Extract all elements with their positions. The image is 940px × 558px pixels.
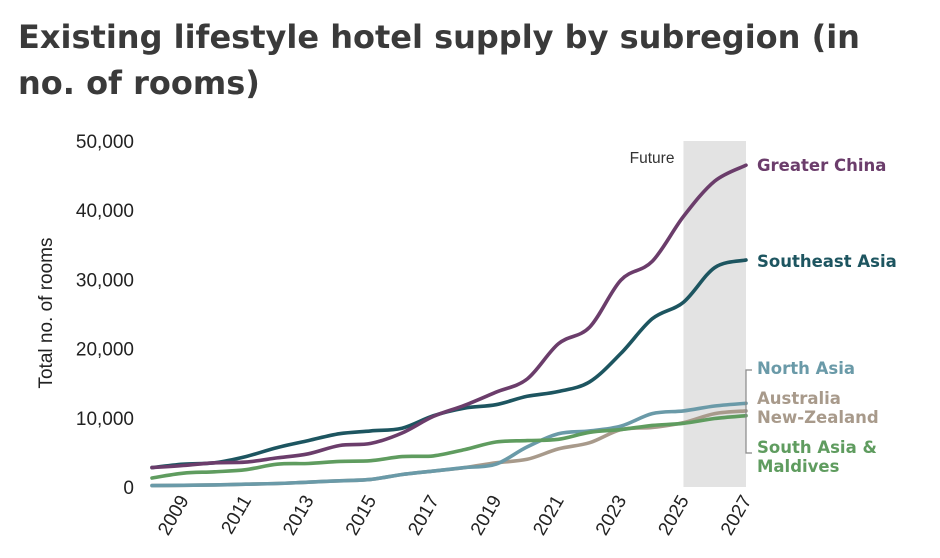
x-axis-ticks: 2009 2011 2013 2015 2017 2019 2021 2023 2025 2027 bbox=[154, 492, 756, 539]
label-south-asia-line1: South Asia & bbox=[757, 438, 877, 457]
x-tick-label: 2009 bbox=[154, 492, 193, 539]
series-line-southeast-asia bbox=[150, 258, 748, 470]
label-australia-line1: Australia bbox=[757, 389, 841, 408]
y-tick-label: 10,000 bbox=[76, 409, 134, 430]
future-label: Future bbox=[630, 150, 675, 167]
y-tick-label: 20,000 bbox=[76, 340, 134, 361]
label-australia-line2: New-Zealand bbox=[757, 408, 879, 427]
label-north-asia: North Asia bbox=[757, 359, 855, 378]
x-tick-label: 2013 bbox=[279, 492, 318, 539]
future-shading bbox=[683, 141, 746, 487]
x-tick-label: 2025 bbox=[654, 492, 693, 539]
label-bracket bbox=[745, 369, 752, 454]
label-greater-china: Greater China bbox=[757, 156, 886, 175]
series-line-australia-new-zealand bbox=[150, 409, 748, 488]
series-line-greater-china bbox=[150, 163, 748, 470]
y-axis-ticks: 0 10,000 20,000 30,000 40,000 50,000 bbox=[76, 132, 134, 499]
x-tick-label: 2021 bbox=[529, 492, 568, 539]
x-tick-label: 2027 bbox=[717, 492, 756, 539]
chart-title: Existing lifestyle hotel supply by subre… bbox=[18, 18, 860, 102]
x-tick-label: 2011 bbox=[218, 492, 257, 538]
series-lines bbox=[150, 163, 748, 488]
series-line-south-asia-maldives bbox=[150, 413, 748, 480]
label-south-asia-line2: Maldives bbox=[757, 457, 840, 476]
x-tick-label: 2015 bbox=[342, 492, 381, 539]
y-tick-label: 50,000 bbox=[76, 132, 134, 153]
series-line-north-asia bbox=[150, 401, 748, 488]
y-tick-label: 40,000 bbox=[76, 201, 134, 222]
y-axis-title: Total no. of rooms bbox=[36, 237, 57, 388]
x-tick-label: 2017 bbox=[404, 492, 443, 539]
x-tick-label: 2023 bbox=[592, 492, 631, 539]
label-southeast-asia: Southeast Asia bbox=[757, 252, 897, 271]
y-tick-label: 0 bbox=[123, 478, 134, 499]
y-tick-label: 30,000 bbox=[76, 270, 134, 291]
x-tick-label: 2019 bbox=[467, 492, 506, 539]
